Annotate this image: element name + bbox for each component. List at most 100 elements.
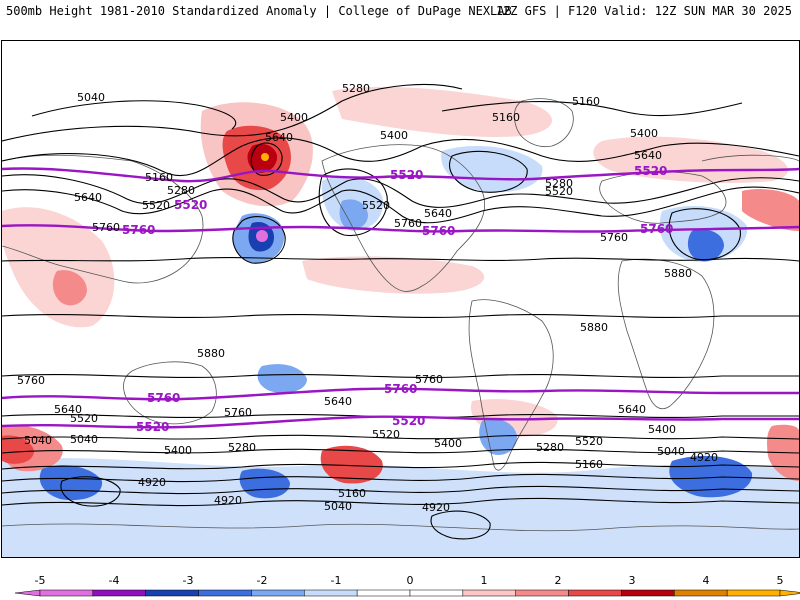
coastlines [2, 98, 799, 532]
contour-label: 5640 [74, 191, 102, 204]
colorbar-segment [356, 589, 411, 597]
contour-label: 5160 [575, 458, 603, 471]
eq-pac-pos [302, 256, 485, 294]
asia-positive [2, 207, 115, 328]
colorbar-segment [674, 589, 728, 597]
colorbar-tick-label: -4 [109, 574, 120, 587]
contour-5520-n [2, 174, 799, 208]
asia-coast [2, 154, 799, 284]
arctic-pos-east [593, 136, 789, 183]
so-neg-2 [239, 468, 290, 499]
colorbar-segment [621, 589, 675, 597]
contour-label: 5760 [600, 231, 628, 244]
contour-label: 5640 [265, 131, 293, 144]
na-negative-core [339, 199, 368, 230]
contour-label: 5280 [545, 177, 573, 190]
contour-label: 5880 [580, 321, 608, 334]
black-contour-labels: 5040 5280 5160 5400 5640 5160 5280 5520 … [17, 82, 718, 514]
colorbar-tick-label: 1 [481, 574, 488, 587]
colorbar-tick-label: -3 [183, 574, 194, 587]
pacific-positive-max [261, 153, 269, 161]
s-pac-neg2 [479, 419, 518, 456]
contour-label: 5400 [630, 127, 658, 140]
purple-5760-n [2, 224, 799, 233]
so-pos-left-core [2, 435, 34, 464]
contour-label: 5760 [122, 223, 155, 237]
colorbar-tick-label: 2 [555, 574, 562, 587]
colorbar-segment [568, 589, 622, 597]
colorbar-segment [251, 589, 305, 597]
contour-closed-s-low [430, 510, 491, 540]
contour-label: 5760 [17, 374, 45, 387]
contour-label: 5400 [164, 444, 192, 457]
asia-positive-core [52, 270, 87, 306]
contour-label: 5400 [648, 423, 676, 436]
contour-label: 5520 [136, 420, 169, 434]
contour-5400-n [2, 137, 799, 177]
contour-closed-atl-low [449, 150, 528, 193]
contour-5880-n [2, 314, 799, 318]
contour-5280-n [2, 84, 463, 142]
contour-label: 5520 [70, 412, 98, 425]
colorbar-ticks: -5 -4 -3 -2 -1 0 1 2 3 4 5 [35, 574, 784, 587]
contour-5640-n [2, 186, 799, 224]
contour-label: 5160 [338, 487, 366, 500]
contour-label: 5760 [224, 406, 252, 419]
contour-label: 5760 [640, 222, 673, 236]
contour-label: 5280 [228, 441, 256, 454]
contour-label: 5520 [142, 199, 170, 212]
contour-label: 5880 [664, 267, 692, 280]
colorbar-tick-label: 0 [407, 574, 414, 587]
contour-label: 5280 [536, 441, 564, 454]
contour-5400-s [2, 461, 799, 470]
height-contours [2, 84, 799, 540]
contour-5880-s [2, 374, 799, 378]
greenland-coast [513, 98, 574, 148]
contour-label: 4920 [138, 476, 166, 489]
africa-coast [617, 258, 715, 410]
colorbar-tick-label: 5 [777, 574, 784, 587]
east-pos-edge [742, 189, 799, 231]
contour-label: 5520 [372, 428, 400, 441]
contour-label: 5040 [70, 433, 98, 446]
colorbar-segment [409, 589, 464, 597]
colorbar-segment [726, 589, 781, 597]
contour-label: 5760 [147, 391, 180, 405]
s-pac-neg1 [257, 364, 307, 393]
purple-5760-s [2, 387, 799, 401]
australia-coast [123, 361, 217, 425]
contour-closed-na-low [318, 168, 388, 237]
contour-5280-s [2, 473, 799, 483]
contour-label: 5280 [167, 184, 195, 197]
colorbar-tick-label: -2 [257, 574, 268, 587]
contour-label: 5520 [634, 164, 667, 178]
contour-closed-pac-low [232, 216, 286, 264]
contour-5040-n [31, 100, 237, 130]
contour-closed-eu-low [668, 208, 741, 261]
contour-label: 5520 [545, 185, 573, 198]
contour-label: 5640 [54, 403, 82, 416]
antarctica-coast [2, 523, 799, 532]
colorbar-segments [14, 589, 800, 597]
colorbar-tick-label: -5 [35, 574, 46, 587]
contour-label: 5520 [390, 168, 423, 182]
colorbar-segment [462, 589, 516, 597]
south-america-coast [468, 299, 554, 471]
contour-label: 5520 [575, 435, 603, 448]
highlight-contours [2, 167, 799, 429]
contour-label: 5760 [394, 217, 422, 230]
contour-4920-s [60, 476, 121, 507]
contour-5160-n [441, 101, 743, 117]
purple-5520-n [2, 167, 799, 183]
europe-negative-core [687, 229, 724, 262]
contour-label: 5880 [197, 347, 225, 360]
colorbar-segment [92, 589, 146, 597]
contour-label: 5160 [492, 111, 520, 124]
anomaly-map: 5040 5280 5160 5400 5640 5160 5280 5520 … [2, 82, 799, 557]
model-run-info: 12Z GFS | F120 Valid: 12Z SUN MAR 30 202… [495, 4, 792, 18]
map-title: 500mb Height 1981-2010 Standardized Anom… [6, 4, 512, 18]
contour-label: 5040 [657, 445, 685, 458]
colorbar-segment [515, 589, 569, 597]
anomaly-shading [2, 86, 799, 557]
colorbar-tick-label: 4 [703, 574, 710, 587]
